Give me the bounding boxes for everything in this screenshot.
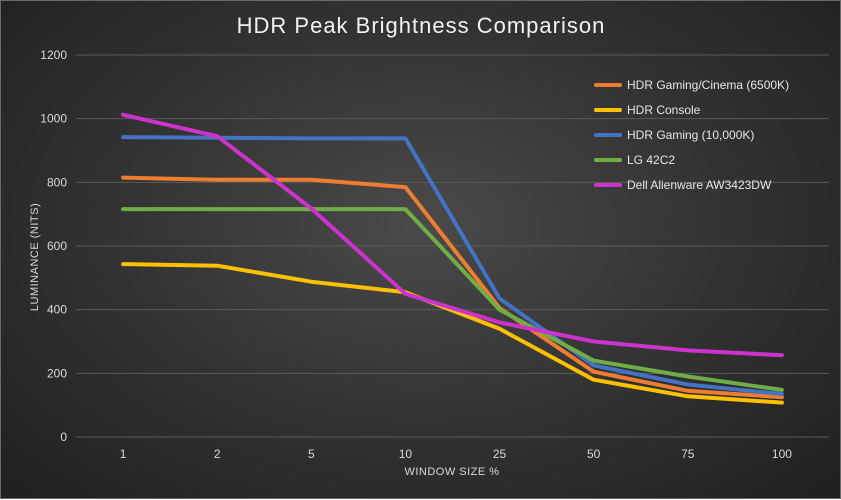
series-line-1 [121, 175, 784, 400]
x-axis-title: WINDOW SIZE % [404, 466, 499, 478]
y-tick-label: 1200 [40, 48, 67, 62]
y-tick-label: 600 [47, 239, 67, 253]
y-tick-label: 800 [47, 175, 67, 189]
x-tick-label: 75 [681, 447, 695, 461]
legend-label: HDR Gaming/Cinema (6500K) [627, 78, 789, 92]
y-axis-ticks: 0 200 400 600 800 1000 1200 [40, 48, 67, 444]
y-tick-label: 400 [47, 303, 67, 317]
legend: HDR Gaming/Cinema (6500K) HDR Console HDR … [594, 78, 789, 192]
series-line-5 [121, 112, 784, 358]
series-line-4 [121, 207, 784, 392]
x-axis-ticks: 1 2 5 10 25 50 75 100 [120, 447, 793, 461]
legend-label: HDR Gaming (10,000K) [627, 128, 754, 142]
y-tick-label: 0 [60, 430, 67, 444]
legend-label: HDR Console [627, 103, 701, 117]
y-tick-label: 1000 [40, 112, 67, 126]
series-line-2 [121, 262, 784, 405]
x-tick-label: 50 [587, 447, 601, 461]
series-line-3 [121, 135, 784, 396]
legend-label: Dell Alienware AW3423DW [627, 178, 772, 192]
x-tick-label: 100 [772, 447, 792, 461]
x-tick-label: 25 [493, 447, 507, 461]
x-tick-label: 1 [120, 447, 127, 461]
chart-title: HDR Peak Brightness Comparison [237, 13, 606, 38]
y-tick-label: 200 [47, 366, 67, 380]
x-tick-label: 10 [399, 447, 413, 461]
x-tick-label: 2 [214, 447, 221, 461]
legend-label: LG 42C2 [627, 153, 675, 167]
series-lines [121, 112, 784, 405]
x-tick-label: 5 [308, 447, 315, 461]
y-axis-title: LUMINANCE (NITS) [29, 203, 41, 311]
